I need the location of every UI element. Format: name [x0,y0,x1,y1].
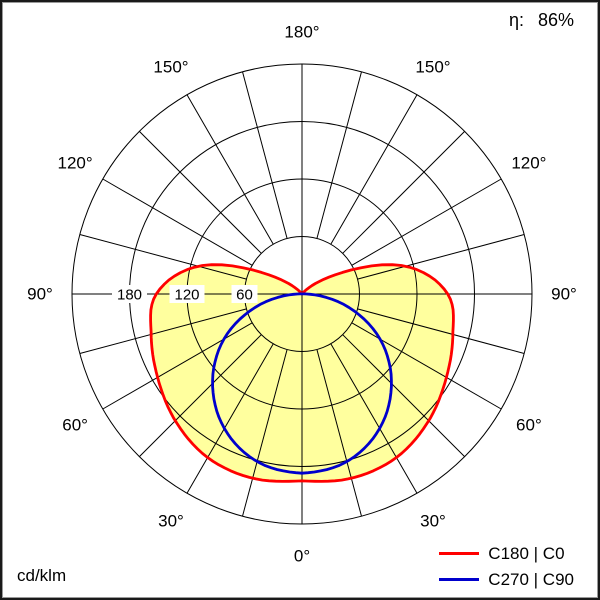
angle-label: 90° [27,285,53,304]
angle-label: 90° [551,285,577,304]
efficiency-readout: η: 86% [509,10,574,31]
angle-label: 30° [420,511,446,530]
angle-label: 120° [511,154,546,173]
angle-label: 120° [58,154,93,173]
legend-line-blue-icon [439,578,480,581]
legend-item-c0-c180: C180 | C0 [439,543,574,564]
angle-label: 150° [415,58,450,77]
radial-label-bg [231,285,258,303]
radial-tick-label: 60 [236,287,253,304]
series-path-1 [211,292,393,475]
legend: C180 | C0 C270 | C90 [439,543,574,590]
angle-label: 180° [284,23,319,42]
legend-item-c90-c270: C270 | C90 [439,569,574,590]
unit-label: cd/klm [17,566,67,585]
legend-label-c0-c180: C180 | C0 [488,544,565,563]
radial-tick-label: 120 [174,287,199,304]
radial-label-bg [169,285,205,303]
radial-label-bg [112,285,147,303]
angle-label: 60° [62,416,88,435]
angle-label: 30° [158,511,184,530]
angle-label: 150° [153,58,188,77]
efficiency-label: η: [508,10,524,30]
efficiency-value: 86% [537,10,574,30]
legend-label-c90-c270: C270 | C90 [488,570,574,589]
series-path-0 [149,263,455,483]
legend-line-red-icon [439,552,480,555]
angle-label: 0° [294,547,310,566]
angle-label: 60° [516,416,542,435]
radial-tick-label: 180 [117,287,142,304]
